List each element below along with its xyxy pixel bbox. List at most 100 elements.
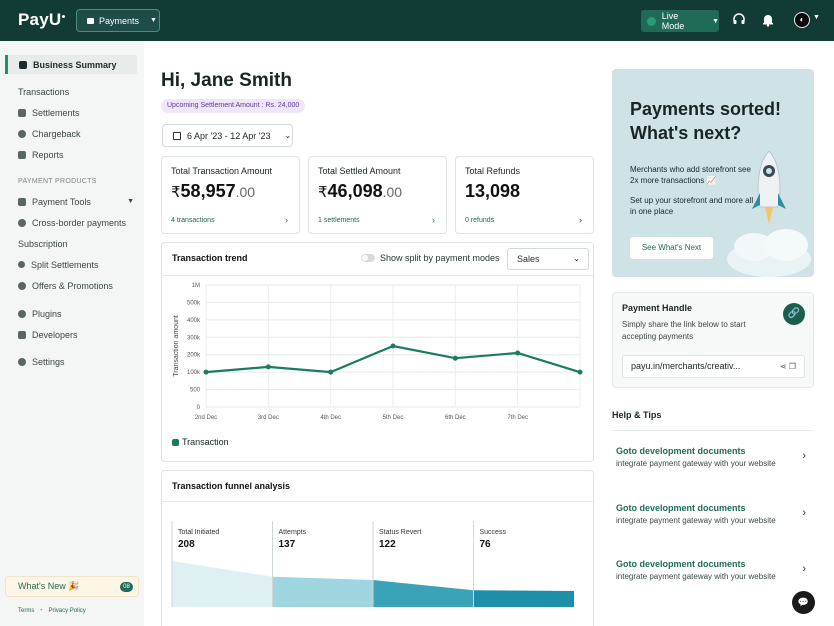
- sidebar-item-label: Payment Tools: [32, 196, 91, 207]
- bag-icon: [87, 17, 94, 24]
- data-point: [390, 343, 396, 349]
- sidebar-item-label: Developers: [32, 329, 78, 340]
- help-item[interactable]: Goto development documents integrate pay…: [616, 503, 814, 527]
- gear-icon: [18, 357, 26, 366]
- sidebar-item-offers[interactable]: Offers & Promotions: [8, 276, 140, 295]
- sidebar-item-reports[interactable]: Reports: [8, 145, 140, 164]
- chevron-down-icon: ⌄: [573, 254, 580, 263]
- product-switcher-button[interactable]: Payments ▼: [76, 9, 160, 32]
- metric-select[interactable]: Sales ⌄: [507, 248, 589, 270]
- see-whats-next-button[interactable]: See What's Next: [630, 237, 713, 259]
- y-tick-label: 300k: [187, 335, 201, 341]
- kpi-value: ₹58,957.00: [171, 181, 256, 201]
- chevron-right-icon[interactable]: ›: [285, 215, 288, 225]
- x-tick-label: 5th Dec: [383, 415, 404, 421]
- help-item-desc: integrate payment gateway with your webs…: [616, 516, 776, 525]
- sidebar-item-chargeback[interactable]: Chargeback: [8, 124, 140, 143]
- chevron-down-icon[interactable]: ▼: [813, 14, 820, 21]
- sidebar-item-transactions[interactable]: Transactions: [8, 82, 140, 101]
- whats-new-button[interactable]: What's New 🎉 08: [5, 576, 139, 597]
- date-range-label: 6 Apr '23 - 12 Apr '23: [187, 130, 271, 141]
- mode-label: Live Mode: [661, 11, 685, 31]
- sidebar-footer: Terms • Privacy Policy: [18, 608, 86, 614]
- payu-logo[interactable]: PayU●: [18, 10, 66, 29]
- split-toggle-label: Show split by payment modes: [380, 253, 500, 263]
- code-icon: [18, 330, 26, 339]
- split-icon: [18, 261, 25, 268]
- section-heading-payment-products: PAYMENT PRODUCTS: [18, 178, 97, 185]
- live-mode-button[interactable]: Live Mode ▼: [641, 10, 719, 32]
- divider: [162, 501, 593, 502]
- promo-text-2: Set up your storefront and more all in o…: [630, 196, 754, 216]
- chevron-right-icon: ›: [802, 563, 806, 575]
- funnel-stage-label: Success: [480, 529, 507, 536]
- y-tick-label: 500k: [187, 300, 201, 306]
- sidebar-item-developers[interactable]: Developers: [8, 325, 140, 344]
- chevron-right-icon[interactable]: ›: [579, 215, 582, 225]
- chevron-right-icon: ›: [802, 507, 806, 519]
- share-copy-icons[interactable]: ⋖ ❐: [779, 362, 796, 371]
- terms-link[interactable]: Terms: [18, 608, 35, 614]
- legend-swatch: [172, 438, 179, 446]
- payment-handle-card: Payment Handle Simply share the link bel…: [612, 292, 814, 388]
- privacy-link[interactable]: Privacy Policy: [48, 608, 86, 614]
- transaction-trend-panel: Transaction trend Show split by payment …: [161, 242, 594, 462]
- promo-title: Payments sorted! What's next?: [630, 99, 782, 143]
- promo-card: Payments sorted! What's next? Merchants …: [612, 69, 814, 277]
- x-tick-label: 3rd Dec: [258, 415, 279, 421]
- chevron-down-icon: ▼: [150, 17, 157, 24]
- globe-icon: [18, 218, 26, 227]
- date-range-picker[interactable]: 6 Apr '23 - 12 Apr '23 ⌄: [162, 124, 293, 147]
- sidebar: Business Summary Transactions Settlement…: [0, 41, 144, 626]
- help-item-heading: Goto development documents: [616, 446, 746, 456]
- sidebar-item-plugins[interactable]: Plugins: [8, 304, 140, 323]
- kpi-footer-link[interactable]: 0 refunds: [465, 217, 495, 224]
- plugin-icon: [18, 309, 26, 318]
- chevron-down-icon: ▼: [712, 17, 719, 25]
- promo-text-1: Merchants who add storefront see 2x more…: [630, 165, 751, 185]
- sidebar-item-settlements[interactable]: Settlements: [8, 103, 140, 122]
- funnel-stage-label: Attempts: [279, 529, 307, 536]
- help-item[interactable]: Goto development documents integrate pay…: [616, 446, 814, 470]
- sidebar-item-subscription[interactable]: Subscription: [8, 234, 140, 253]
- handle-desc: Simply share the link below to start acc…: [622, 320, 746, 341]
- funnel-segment: [172, 561, 273, 607]
- funnel-title: Transaction funnel analysis: [172, 481, 291, 491]
- headset-icon[interactable]: [732, 13, 746, 27]
- bell-icon[interactable]: [761, 13, 775, 27]
- settlement-badge: Upcoming Settlement Amount : Rs. 24,000: [161, 99, 306, 113]
- split-toggle[interactable]: [361, 254, 375, 262]
- sidebar-item-label: Offers & Promotions: [32, 280, 113, 291]
- kpi-footer-link[interactable]: 4 transactions: [171, 217, 215, 224]
- kpi-label: Total Settled Amount: [318, 166, 401, 176]
- handle-url-field[interactable]: payu.in/merchants/creativ... ⋖ ❐: [622, 355, 805, 378]
- y-tick-label: 0: [197, 405, 201, 411]
- sidebar-item-split-settlements[interactable]: Split Settlements: [8, 255, 140, 274]
- avatar[interactable]: ◐: [794, 12, 810, 28]
- chevron-right-icon[interactable]: ›: [432, 215, 435, 225]
- chevron-down-icon: ▼: [127, 198, 134, 205]
- sidebar-item-payment-tools[interactable]: Payment Tools ▼: [8, 192, 140, 211]
- kpi-card-refunds[interactable]: Total Refunds 13,098 0 refunds ›: [455, 156, 594, 234]
- link-icon[interactable]: 🔗: [783, 303, 805, 325]
- kpi-value: ₹46,098.00: [318, 181, 403, 201]
- funnel-panel: Transaction funnel analysis Total Initia…: [161, 470, 594, 626]
- y-tick-label: 1M: [192, 283, 200, 289]
- kpi-card-settled-amount[interactable]: Total Settled Amount ₹46,098.00 1 settle…: [308, 156, 447, 234]
- sidebar-item-label: Cross-border payments: [32, 217, 127, 228]
- separator-dot: •: [40, 608, 43, 614]
- chat-icon[interactable]: 💬: [792, 591, 815, 614]
- funnel-stage-value: 208: [178, 539, 195, 550]
- kpi-card-transaction-amount[interactable]: Total Transaction Amount ₹58,957.00 4 tr…: [161, 156, 300, 234]
- sidebar-item-cross-border[interactable]: Cross-border payments: [8, 213, 140, 232]
- sidebar-item-business-summary[interactable]: Business Summary: [5, 55, 137, 74]
- sidebar-item-settings[interactable]: Settings: [8, 352, 140, 371]
- sidebar-item-label: Chargeback: [32, 128, 81, 139]
- kpi-footer-link[interactable]: 1 settlements: [318, 217, 360, 224]
- trend-title: Transaction trend: [172, 253, 248, 263]
- funnel-segment: [373, 580, 474, 607]
- help-item[interactable]: Goto development documents integrate pay…: [616, 559, 814, 583]
- funnel-stage-label: Status Revert: [379, 529, 421, 536]
- help-title: Help & Tips: [612, 410, 662, 420]
- chart-legend: Transaction: [172, 437, 229, 447]
